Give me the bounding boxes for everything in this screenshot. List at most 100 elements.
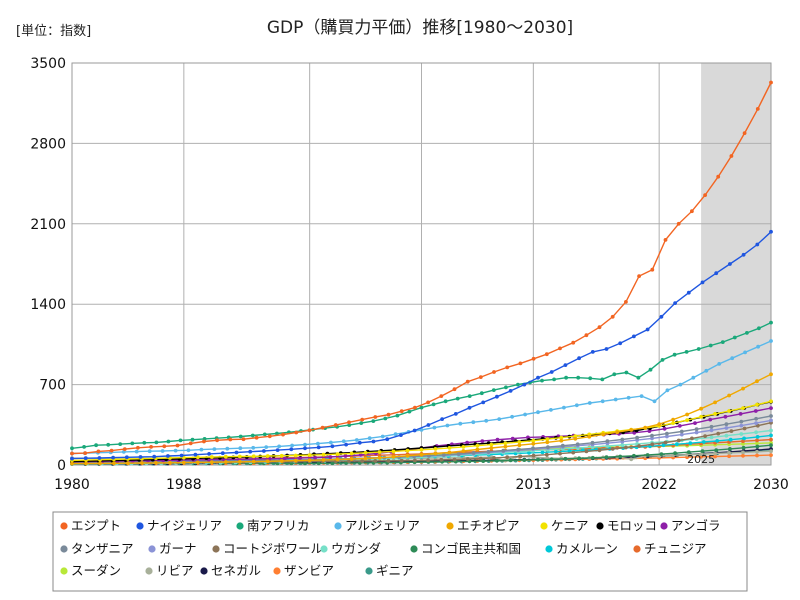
data-point xyxy=(467,394,472,398)
data-point xyxy=(769,339,773,343)
legend-label: チュニジア xyxy=(644,541,707,556)
data-point xyxy=(699,454,703,459)
legend-label: コンゴ民主共和国 xyxy=(421,541,521,556)
data-point xyxy=(111,455,115,460)
data-point xyxy=(624,370,629,375)
data-point xyxy=(508,458,513,463)
data-point xyxy=(571,450,576,455)
data-point xyxy=(413,405,417,410)
legend-item: カメルーン xyxy=(545,541,618,556)
data-point xyxy=(264,445,269,449)
data-point xyxy=(723,414,728,419)
data-point xyxy=(741,453,745,458)
data-point xyxy=(650,267,655,272)
x-tick-label: 2022 xyxy=(641,477,677,493)
data-point xyxy=(518,454,523,459)
data-point xyxy=(202,439,206,444)
data-point xyxy=(517,443,522,448)
data-point xyxy=(755,441,759,446)
data-point xyxy=(251,454,256,459)
data-point xyxy=(358,453,363,457)
data-point xyxy=(738,412,743,416)
data-point xyxy=(648,367,653,372)
data-point xyxy=(742,426,747,431)
data-point xyxy=(545,440,550,445)
legend-label: ガーナ xyxy=(159,541,197,556)
data-point xyxy=(290,443,294,448)
data-point xyxy=(755,453,759,458)
data-point xyxy=(613,397,618,402)
data-point xyxy=(380,434,385,439)
y-tick-label: 1400 xyxy=(30,297,66,313)
legend-item: エチオピア xyxy=(446,518,520,533)
data-point xyxy=(262,449,266,453)
legend-item: アルジェリア xyxy=(334,518,420,533)
data-point xyxy=(549,408,553,412)
data-point xyxy=(729,154,734,158)
legend-label: ケニア xyxy=(551,518,589,533)
data-point xyxy=(727,409,731,413)
data-point xyxy=(504,385,508,390)
data-point xyxy=(632,430,637,435)
data-point xyxy=(215,438,220,443)
data-point xyxy=(354,438,359,442)
data-point xyxy=(567,449,572,453)
data-point xyxy=(82,445,86,449)
legend-marker xyxy=(136,522,144,530)
data-point xyxy=(160,449,165,453)
data-point xyxy=(516,382,520,387)
data-point xyxy=(357,440,362,445)
series-エジプト xyxy=(70,80,773,456)
data-point xyxy=(495,394,499,399)
axis-labels: 0 700 1400 2100 2800 3500 1980 1988 1997 2005 2013… xyxy=(30,56,788,493)
data-point xyxy=(152,454,157,459)
series-南アフリカ xyxy=(70,320,773,451)
data-point xyxy=(241,437,246,442)
data-point xyxy=(140,461,144,465)
data-point xyxy=(523,412,527,417)
legend-marker xyxy=(633,545,641,553)
data-point xyxy=(769,414,773,418)
data-point xyxy=(96,449,101,454)
data-point xyxy=(419,452,424,457)
data-point xyxy=(248,449,253,454)
data-point xyxy=(335,452,340,456)
data-point xyxy=(489,446,494,450)
data-point xyxy=(209,460,214,465)
data-point xyxy=(426,458,430,463)
data-point xyxy=(439,457,444,462)
data-point xyxy=(728,262,732,266)
data-point xyxy=(559,438,564,443)
data-point xyxy=(696,347,701,351)
legend-marker xyxy=(660,522,668,530)
data-point xyxy=(540,450,545,455)
data-point xyxy=(265,459,270,464)
data-point xyxy=(661,443,666,448)
data-point xyxy=(426,423,431,427)
data-point xyxy=(647,429,652,433)
data-point xyxy=(70,456,74,461)
legend-marker xyxy=(212,545,220,553)
data-point xyxy=(549,457,554,462)
data-point xyxy=(769,437,773,442)
data-point xyxy=(665,388,670,393)
data-point xyxy=(562,405,566,410)
data-point xyxy=(620,443,625,447)
data-point xyxy=(769,418,773,423)
data-point xyxy=(676,221,681,226)
data-point xyxy=(479,391,484,396)
data-point xyxy=(349,451,354,456)
data-point xyxy=(333,423,338,427)
data-point xyxy=(739,419,744,424)
data-point xyxy=(587,401,592,405)
data-point xyxy=(769,453,773,457)
data-point xyxy=(741,406,745,410)
legend-item: ナイジェリア xyxy=(136,518,222,533)
data-point xyxy=(440,417,444,421)
x-tick-label: 2013 xyxy=(516,477,552,493)
data-point xyxy=(330,444,335,449)
data-point xyxy=(715,439,720,443)
data-point xyxy=(489,442,494,447)
data-point xyxy=(347,459,351,463)
